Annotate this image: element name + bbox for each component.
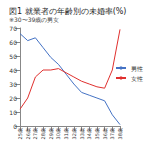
svg-text:25歳: 25歳 [17, 128, 23, 139]
svg-text:36歳: 36歳 [102, 128, 108, 139]
svg-text:0: 0 [13, 122, 17, 130]
svg-text:40: 40 [9, 67, 17, 74]
svg-text:33歳: 33歳 [79, 128, 85, 139]
svg-text:37歳: 37歳 [109, 128, 115, 139]
svg-text:50: 50 [9, 53, 17, 60]
svg-text:29歳: 29歳 [48, 128, 54, 139]
svg-text:27歳: 27歳 [32, 128, 38, 139]
svg-text:32歳: 32歳 [71, 128, 77, 139]
svg-text:30: 30 [9, 81, 17, 88]
svg-text:70: 70 [9, 25, 17, 32]
svg-text:38歳: 38歳 [117, 128, 123, 139]
svg-text:20: 20 [9, 95, 17, 102]
svg-text:26歳: 26歳 [25, 128, 31, 139]
svg-text:28歳: 28歳 [40, 128, 46, 139]
svg-text:31歳: 31歳 [63, 128, 69, 139]
svg-text:※30〜39歳の男女: ※30〜39歳の男女 [9, 16, 59, 23]
svg-text:30歳: 30歳 [55, 128, 61, 139]
svg-text:60: 60 [9, 39, 17, 46]
svg-text:35歳: 35歳 [94, 128, 100, 139]
svg-text:34歳: 34歳 [86, 128, 92, 139]
svg-text:男性: 男性 [131, 65, 143, 72]
svg-text:女性: 女性 [131, 75, 143, 82]
svg-text:10: 10 [9, 109, 17, 116]
svg-text:図1 就業者の年齢別の未婚率(%): 図1 就業者の年齢別の未婚率(%) [9, 7, 126, 16]
